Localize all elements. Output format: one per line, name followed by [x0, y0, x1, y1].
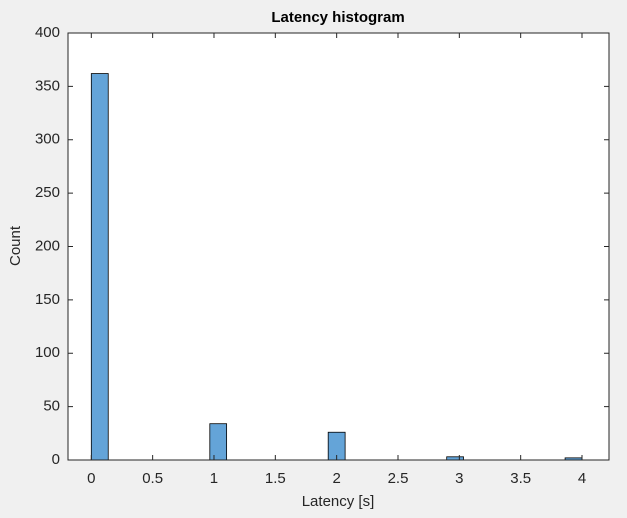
y-tick-label: 150 — [35, 291, 60, 308]
x-tick-label: 0 — [87, 470, 95, 487]
y-tick-label: 300 — [35, 131, 60, 148]
plot-area — [68, 33, 609, 460]
y-tick-label: 350 — [35, 77, 60, 94]
y-tick-label: 400 — [35, 24, 60, 41]
x-tick-label: 1 — [210, 470, 218, 487]
x-tick-label: 3.5 — [510, 470, 531, 487]
x-tick-label: 0.5 — [142, 470, 163, 487]
x-tick-label: 2.5 — [388, 470, 409, 487]
bar — [90, 73, 109, 461]
y-tick-label: 200 — [35, 237, 60, 254]
y-tick-label: 100 — [35, 344, 60, 361]
x-axis-label: Latency [s] — [302, 493, 375, 510]
y-tick-label: 250 — [35, 184, 60, 201]
x-tick-label: 2 — [332, 470, 340, 487]
y-tick-label: 0 — [52, 451, 60, 468]
y-axis-label: Count — [7, 225, 24, 266]
y-tick-label: 50 — [43, 398, 60, 415]
x-tick-label: 3 — [455, 470, 463, 487]
bar — [209, 423, 228, 461]
chart-title: Latency histogram — [271, 9, 404, 26]
x-tick-label: 1.5 — [265, 470, 286, 487]
x-tick-label: 4 — [578, 470, 586, 487]
